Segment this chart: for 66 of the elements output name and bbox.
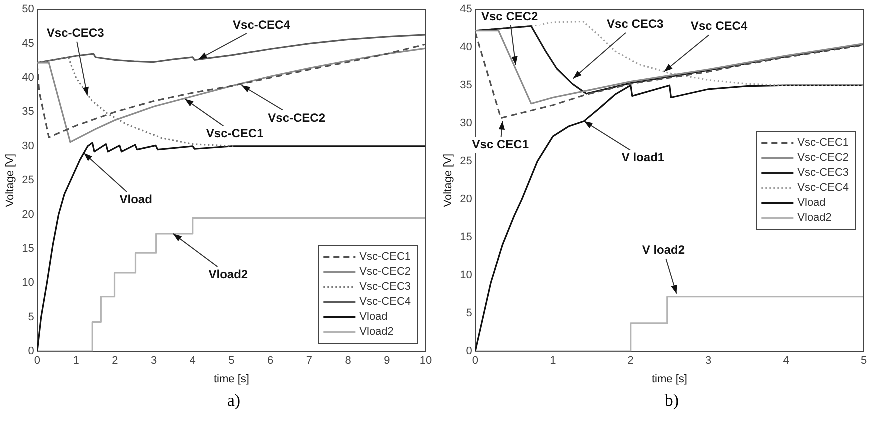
x-tick-label: 4 (190, 355, 196, 368)
annotation: Vload (120, 192, 152, 207)
annotation: Vsc-CEC1 (206, 126, 264, 141)
annotation: Vsc CEC1 (472, 138, 530, 152)
annotation: Vsc CEC4 (690, 19, 748, 34)
y-tick-label: 10 (460, 270, 472, 282)
y-tick-label: 25 (460, 156, 472, 168)
y-tick-label: 20 (22, 208, 34, 221)
y-tick-label: 50 (22, 4, 34, 16)
legend-label: Vsc-CEC2 (798, 152, 849, 164)
y-tick-label: 35 (460, 80, 472, 92)
y-tick-label: 5 (28, 311, 34, 324)
y-tick-label: 0 (28, 346, 34, 358)
x-tick-label: 7 (306, 355, 312, 368)
y-axis-title: Voltage [V] (442, 154, 455, 208)
y-tick-label: 15 (460, 232, 472, 244)
annotation: Vsc CEC3 (607, 17, 664, 32)
annotation: V load2 (642, 243, 686, 258)
annotation: Vsc-CEC2 (268, 110, 326, 125)
x-tick-label: 3 (706, 355, 712, 368)
y-tick-label: 45 (22, 38, 34, 50)
x-tick-label: 1 (550, 355, 556, 368)
y-tick-label: 0 (466, 346, 472, 358)
y-tick-label: 5 (466, 308, 472, 320)
y-tick-label: 40 (22, 72, 34, 84)
x-tick-label: 5 (860, 355, 868, 368)
legend-label: Vload (798, 197, 826, 210)
annotation: Vsc-CEC4 (233, 18, 291, 32)
x-tick-label: 2 (628, 355, 634, 368)
y-tick-label: 10 (22, 277, 34, 290)
y-tick-label: 25 (22, 174, 34, 187)
y-tick-label: 20 (460, 194, 472, 206)
annotation: V load1 (622, 150, 665, 165)
y-axis-title: Voltage [V] (4, 154, 17, 208)
y-tick-label: 35 (22, 106, 34, 118)
annotation: Vload2 (208, 267, 248, 282)
x-tick-label: 4 (783, 355, 790, 368)
x-tick-label: 3 (150, 355, 158, 368)
x-axis-title: time [s] (214, 373, 250, 386)
annotation: Vsc-CEC3 (46, 26, 105, 40)
x-tick-label: 9 (384, 355, 390, 368)
x-tick-label: 8 (345, 355, 352, 368)
x-tick-label: 10 (420, 355, 432, 368)
y-tick-label: 45 (460, 4, 472, 16)
x-tick-label: 6 (268, 355, 274, 368)
text: a) (226, 390, 242, 412)
x-tick-label: 1 (73, 355, 80, 368)
legend-label: Vload2 (798, 212, 832, 224)
legend-label: Vsc-CEC1 (360, 251, 411, 264)
legend-label: Vsc-CEC3 (798, 167, 849, 180)
annotation: Vsc CEC2 (481, 9, 539, 24)
x-tick-label: 2 (112, 355, 118, 368)
text: b) (664, 390, 680, 412)
legend-label: Vsc-CEC1 (798, 137, 849, 150)
legend-label: Vsc-CEC4 (798, 182, 849, 194)
y-tick-label: 15 (22, 243, 34, 256)
legend-label: Vload2 (360, 326, 394, 338)
y-tick-label: 30 (22, 140, 34, 152)
x-tick-label: 5 (228, 355, 235, 368)
x-axis-title: time [s] (652, 373, 688, 386)
legend-label: Vsc-CEC4 (360, 296, 411, 308)
legend-label: Vsc-CEC3 (360, 281, 411, 294)
legend-label: Vsc-CEC2 (360, 266, 411, 278)
y-tick-label: 30 (460, 118, 472, 130)
y-tick-label: 40 (460, 42, 472, 54)
legend-label: Vload (360, 311, 388, 324)
